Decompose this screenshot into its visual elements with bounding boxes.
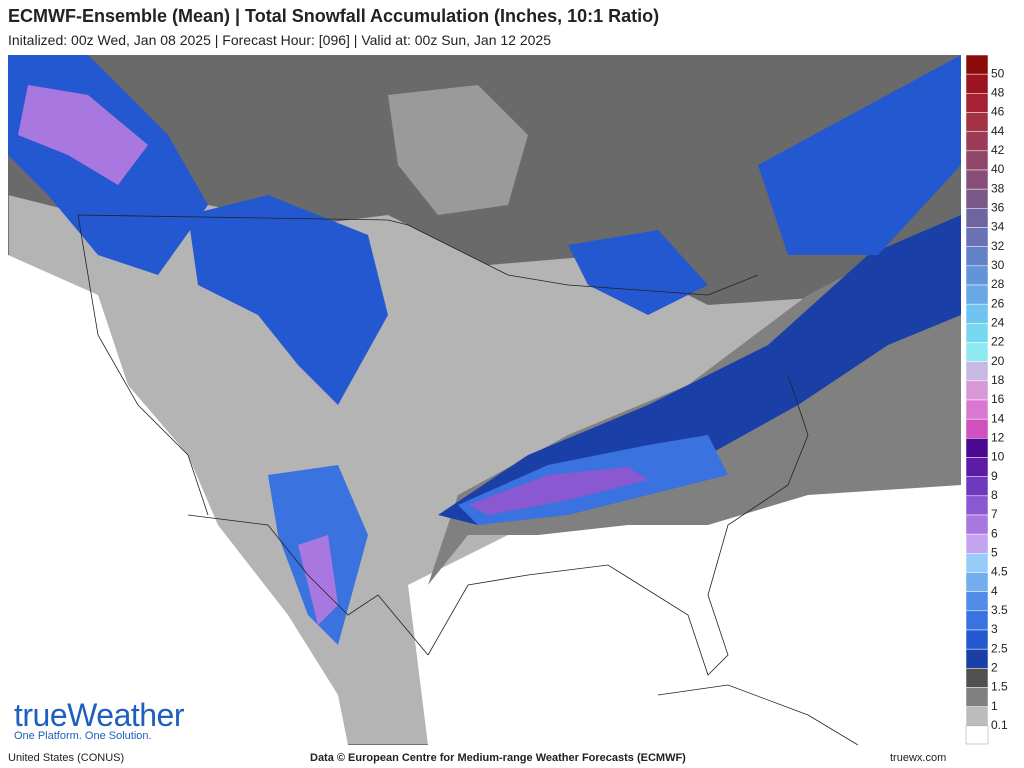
legend-swatch [965, 533, 989, 554]
legend-label: 22 [991, 335, 1005, 349]
legend-swatch [965, 227, 989, 247]
borders [77, 214, 859, 745]
legend-label: 8 [991, 488, 998, 502]
snow-great-lakes [568, 230, 708, 315]
legend-swatch [965, 55, 989, 75]
no-snow-west [8, 255, 348, 745]
legend-label: 7 [991, 507, 998, 521]
legend-label: 26 [991, 296, 1005, 310]
legend-label: 20 [991, 354, 1005, 368]
legend-swatch [965, 303, 989, 324]
border-mexico [187, 514, 429, 656]
legend-label: 50 [991, 66, 1005, 80]
legend-swatch [965, 131, 989, 152]
legend-swatch [965, 73, 989, 94]
legend-swatch [965, 150, 989, 171]
legend-label: 36 [991, 201, 1005, 215]
legend-swatch [965, 457, 989, 477]
border-canada [77, 214, 759, 296]
legend-swatch [965, 495, 989, 516]
legend-label: 3.5 [991, 603, 1008, 617]
legend-label: 14 [991, 411, 1005, 425]
snow-rockies [188, 195, 388, 405]
legend-label: 48 [991, 86, 1005, 100]
logo: trueWeather One Platform. One Solution. [14, 697, 185, 742]
legend-label: 2.5 [991, 641, 1008, 655]
legend: 5048464442403836343230282624222018161412… [965, 55, 1008, 745]
legend-label: 12 [991, 431, 1005, 445]
legend-swatch [965, 169, 989, 190]
legend-swatch [965, 208, 989, 228]
logo-tagline: One Platform. One Solution. [14, 730, 152, 742]
legend-swatch [965, 399, 989, 420]
snow-max-southwest [298, 535, 338, 625]
legend-swatch [965, 629, 989, 650]
legend-label: 4 [991, 584, 998, 598]
legend-label: 46 [991, 105, 1005, 119]
legend-swatch [965, 342, 989, 362]
legend-label: 1 [991, 699, 998, 713]
legend-label: 5 [991, 546, 998, 560]
legend-swatch [965, 668, 989, 688]
legend-swatch [965, 725, 989, 745]
legend-label: 4.5 [991, 565, 1008, 579]
no-snow-south [408, 465, 961, 745]
footer-left: United States (CONUS) [8, 752, 125, 764]
legend-swatch [965, 514, 989, 535]
legend-label: 42 [991, 143, 1005, 157]
legend-label: 6 [991, 526, 998, 540]
legend-label: 30 [991, 258, 1005, 272]
footer-center: Data © European Centre for Medium-range … [310, 752, 686, 764]
legend-swatch [965, 284, 989, 305]
legend-swatch [965, 572, 989, 592]
title: ECMWF-Ensemble (Mean) | Total Snowfall A… [8, 6, 660, 26]
legend-label: 1.5 [991, 680, 1008, 694]
legend-label: 44 [991, 124, 1005, 138]
footer-right: truewx.com [890, 752, 947, 764]
legend-label: 3 [991, 622, 998, 636]
logo-brand: trueWeather [14, 697, 185, 733]
legend-label: 9 [991, 469, 998, 483]
legend-swatch [965, 361, 989, 382]
legend-label: 38 [991, 181, 1005, 195]
legend-swatch [965, 476, 989, 497]
legend-swatch [965, 591, 989, 612]
legend-label: 2 [991, 661, 998, 675]
map [8, 55, 961, 745]
legend-swatch [965, 706, 989, 727]
legend-swatch [965, 112, 989, 132]
legend-label: 34 [991, 220, 1005, 234]
legend-label: 18 [991, 373, 1005, 387]
snow-max-south [468, 467, 648, 515]
legend-swatch [965, 553, 989, 573]
legend-swatch [965, 687, 989, 707]
legend-label: 0.1 [991, 718, 1008, 732]
legend-swatch [965, 438, 989, 458]
legend-swatch [965, 610, 989, 631]
legend-swatch [965, 93, 989, 113]
legend-swatch [965, 380, 989, 401]
subtitle: Initalized: 00z Wed, Jan 08 2025 | Forec… [8, 32, 551, 48]
coast-east [427, 374, 809, 676]
legend-label: 28 [991, 277, 1005, 291]
snow-band-blue [438, 215, 961, 525]
legend-swatch [965, 246, 989, 267]
legend-swatch [965, 648, 989, 669]
legend-label: 16 [991, 392, 1005, 406]
legend-label: 40 [991, 162, 1005, 176]
legend-swatch [965, 188, 989, 209]
legend-label: 32 [991, 239, 1005, 253]
legend-label: 10 [991, 450, 1005, 464]
snow-northeast [758, 55, 961, 255]
legend-swatch [965, 323, 989, 343]
snow-max-northwest [18, 85, 148, 185]
coast-west [77, 214, 209, 516]
snow-region [388, 85, 528, 215]
legend-swatch [965, 265, 989, 286]
legend-swatch [965, 418, 989, 439]
legend-label: 24 [991, 316, 1005, 330]
coast-cuba [657, 684, 859, 745]
